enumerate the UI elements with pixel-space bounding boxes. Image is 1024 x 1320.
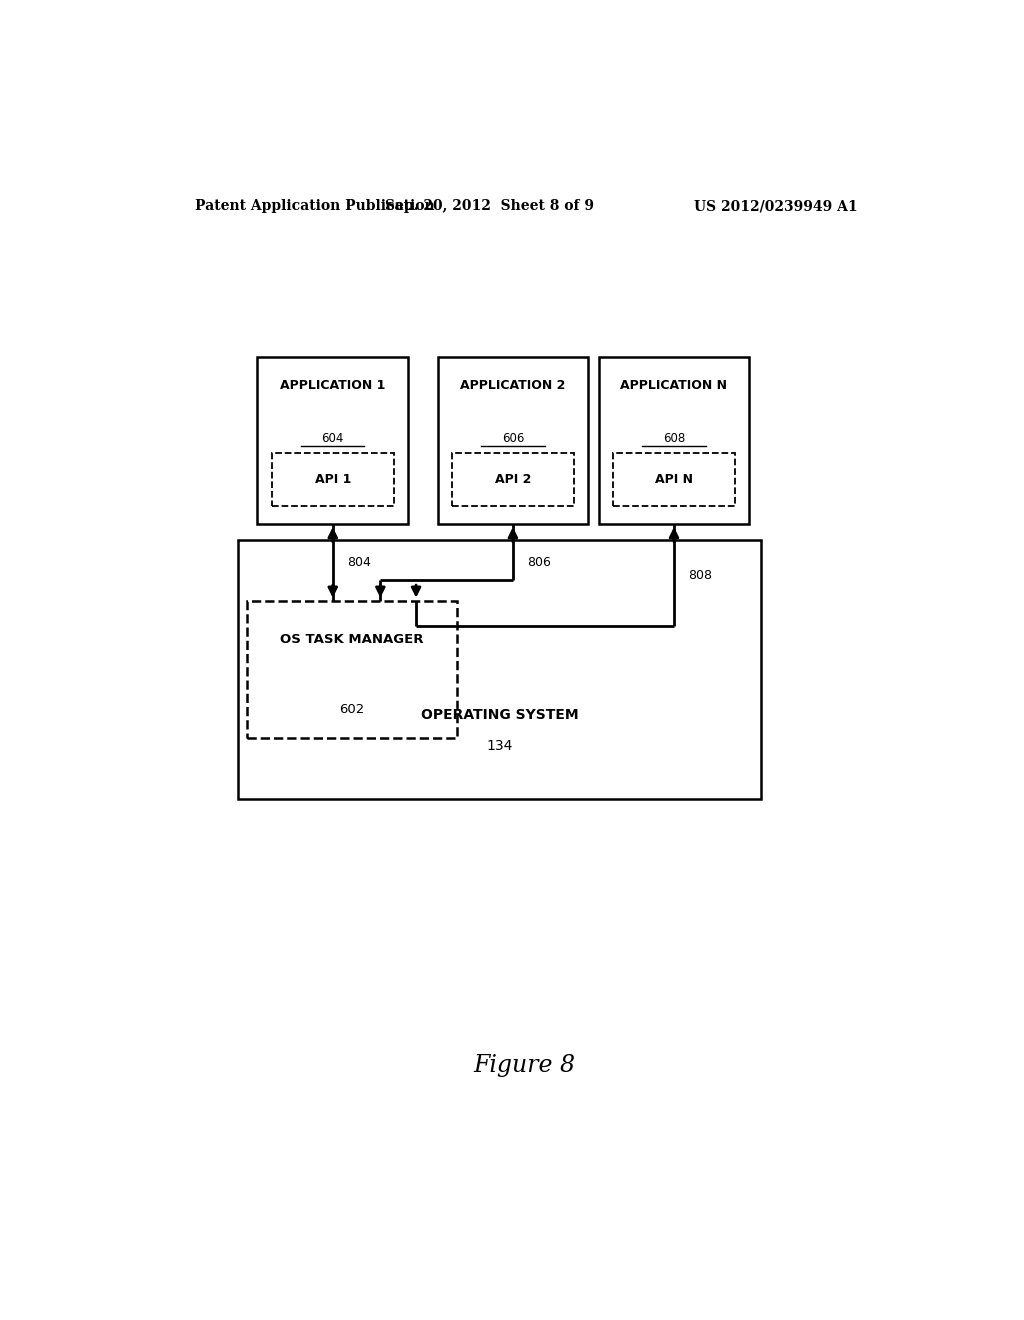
Bar <box>613 453 735 506</box>
Text: 604: 604 <box>322 432 344 445</box>
Text: 608: 608 <box>663 432 685 445</box>
Text: Patent Application Publication: Patent Application Publication <box>196 199 435 213</box>
Text: Sep. 20, 2012  Sheet 8 of 9: Sep. 20, 2012 Sheet 8 of 9 <box>385 199 594 213</box>
Text: API 1: API 1 <box>314 473 351 486</box>
Text: 606: 606 <box>502 432 524 445</box>
Text: 134: 134 <box>486 739 513 752</box>
Text: Figure 8: Figure 8 <box>474 1053 575 1077</box>
Bar <box>257 356 409 524</box>
Text: APPLICATION N: APPLICATION N <box>621 379 727 392</box>
Text: 804: 804 <box>347 557 371 569</box>
Text: APPLICATION 2: APPLICATION 2 <box>460 379 565 392</box>
Bar <box>247 601 458 738</box>
Bar <box>599 356 750 524</box>
Bar <box>437 356 588 524</box>
Text: US 2012/0239949 A1: US 2012/0239949 A1 <box>694 199 858 213</box>
Bar <box>452 453 574 506</box>
Bar <box>271 453 394 506</box>
Bar <box>238 540 761 799</box>
Text: 806: 806 <box>527 557 551 569</box>
Text: API N: API N <box>655 473 693 486</box>
Text: API 2: API 2 <box>495 473 531 486</box>
Text: 602: 602 <box>340 702 365 715</box>
Text: 808: 808 <box>688 569 713 582</box>
Text: OS TASK MANAGER: OS TASK MANAGER <box>281 632 424 645</box>
Text: APPLICATION 1: APPLICATION 1 <box>280 379 385 392</box>
Text: OPERATING SYSTEM: OPERATING SYSTEM <box>421 709 579 722</box>
